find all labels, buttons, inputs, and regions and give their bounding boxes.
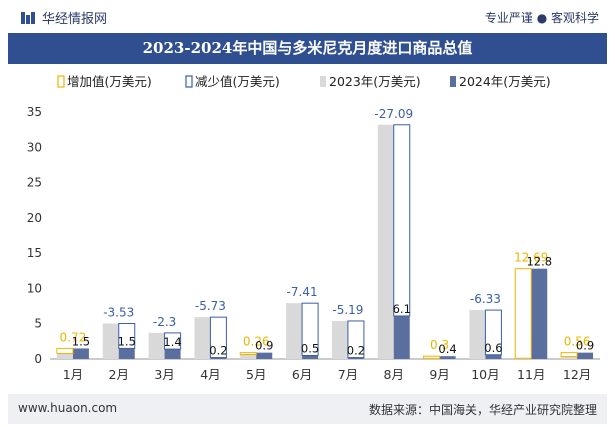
change-label-6: -7.41: [287, 285, 318, 299]
bar-2024-1: [72, 348, 89, 359]
bar-2023-2: [102, 323, 119, 359]
y-tick-label-6: 30: [27, 140, 42, 154]
slogan: 专业严谨 ● 客观科学: [484, 11, 599, 25]
value-label-2024-9: 0.4: [438, 342, 456, 356]
change-bracket-10: [484, 309, 502, 356]
bar-2024-3: [164, 349, 181, 359]
x-tick-label-8: 8月: [384, 367, 404, 382]
legend-label-2: 2023年(万美元): [329, 74, 421, 89]
change-label-2: -3.53: [103, 306, 134, 320]
change-label-3: -2.3: [153, 315, 176, 329]
x-tick-label-10: 10月: [471, 367, 499, 382]
y-tick-label-7: 35: [27, 105, 42, 119]
bar-2024-5: [256, 352, 273, 359]
bar-2024-6: [302, 355, 319, 359]
change-bracket-2: [118, 323, 136, 349]
x-tick-label-5: 5月: [246, 367, 266, 382]
value-label-2024-3: 1.4: [163, 335, 181, 349]
change-label-7: -5.19: [332, 303, 363, 317]
y-tick-label-4: 20: [27, 211, 42, 225]
x-tick-label-4: 4月: [200, 367, 220, 382]
x-tick-label-2: 2月: [109, 367, 129, 382]
bar-2023-6: [286, 303, 303, 359]
footer: www.huaon.com 数据来源：中国海关，华经产业研究院整理: [8, 394, 607, 424]
y-tick-label-5: 25: [27, 176, 42, 190]
value-label-2024-8: 6.1: [393, 302, 411, 316]
bar-2023-3: [148, 332, 165, 359]
bar-2024-7: [347, 357, 364, 359]
footer-website[interactable]: www.huaon.com: [18, 401, 118, 415]
change-bracket-8: [393, 124, 411, 317]
change-label-10: -6.33: [470, 292, 501, 306]
change-bracket-5: [239, 352, 257, 355]
value-label-2024-10: 0.6: [484, 341, 502, 355]
bar-2023-1: [56, 353, 73, 359]
change-label-4: -5.73: [195, 299, 226, 313]
legend-swatch-0: [57, 75, 65, 88]
change-label-8: -27.09: [374, 107, 413, 121]
x-tick-label-11: 11月: [517, 367, 545, 382]
value-label-2024-1: 1.5: [72, 334, 90, 348]
legend-label-3: 2024年(万美元): [459, 74, 551, 89]
footer-source: 数据来源：中国海关，华经产业研究院整理: [368, 403, 597, 417]
x-tick-label-7: 7月: [338, 367, 358, 382]
chart-legend: 增加值(万美元) 减少值(万美元) 2023年(万美元) 2024年(万美元): [57, 74, 551, 89]
bar-2024-4: [210, 357, 227, 359]
brand: 华经情报网: [20, 8, 107, 27]
change-bracket-12: [560, 352, 578, 358]
change-bracket-3: [164, 332, 182, 350]
change-bracket-11: [514, 268, 532, 359]
bar-2024-12: [577, 352, 594, 359]
change-bracket-1: [56, 347, 74, 354]
legend-swatch-1: [185, 75, 193, 88]
legend-label-1: 减少值(万美元): [195, 74, 280, 89]
bar-2023-4: [194, 317, 211, 359]
x-tick-label-3: 3月: [154, 367, 174, 382]
value-label-2024-7: 0.2: [347, 344, 365, 358]
chart-title: 2023-2024年中国与多米尼克月度进口商品总值: [8, 33, 607, 64]
change-bracket-7: [347, 320, 365, 359]
bar-2023-5: [240, 354, 257, 359]
legend-swatch-3: [450, 76, 456, 87]
bar-2024-2: [118, 348, 135, 359]
change-label-11: 12.69: [514, 251, 548, 265]
chart-plot: 051015202530350.721.51月-3.531.52月-2.31.4…: [27, 105, 600, 382]
change-label-1: 0.72: [60, 330, 87, 344]
value-label-2024-12: 0.9: [576, 339, 594, 353]
change-bracket-9: [423, 355, 441, 359]
y-tick-label-0: 0: [34, 352, 42, 366]
x-tick-label-12: 12月: [563, 367, 591, 382]
change-label-9: 0.3: [430, 338, 449, 352]
bar-2024-9: [439, 356, 456, 359]
value-label-2024-4: 0.2: [209, 344, 227, 358]
legend-swatch-2: [320, 76, 326, 87]
x-tick-label-6: 6月: [292, 367, 312, 382]
legend-label-0: 增加值(万美元): [67, 74, 152, 89]
brand-logo-icon: [21, 11, 35, 24]
bar-2024-8: [393, 315, 410, 359]
bar-2024-10: [485, 354, 502, 359]
value-label-2024-5: 0.9: [255, 339, 273, 353]
change-bracket-4: [209, 316, 227, 359]
x-tick-label-9: 9月: [429, 367, 449, 382]
bar-2023-8: [377, 124, 394, 359]
value-label-2024-6: 0.5: [301, 341, 319, 355]
y-tick-label-1: 5: [34, 317, 42, 331]
change-label-5: 0.26: [243, 335, 270, 349]
bar-2023-12: [561, 356, 578, 359]
top-bar: 华经情报网 专业严谨 ● 客观科学: [0, 0, 615, 32]
change-bracket-6: [301, 302, 319, 356]
bar-2024-11: [531, 268, 548, 359]
brand-name: 华经情报网: [42, 12, 108, 27]
y-tick-label-2: 10: [27, 281, 42, 295]
value-label-2024-11: 12.8: [526, 255, 552, 269]
bar-2023-10: [469, 310, 486, 359]
y-tick-label-3: 15: [27, 246, 42, 260]
value-label-2024-2: 1.5: [118, 334, 136, 348]
x-tick-label-1: 1月: [63, 367, 83, 382]
change-label-12: 0.56: [564, 335, 591, 349]
bar-2023-7: [331, 320, 348, 359]
